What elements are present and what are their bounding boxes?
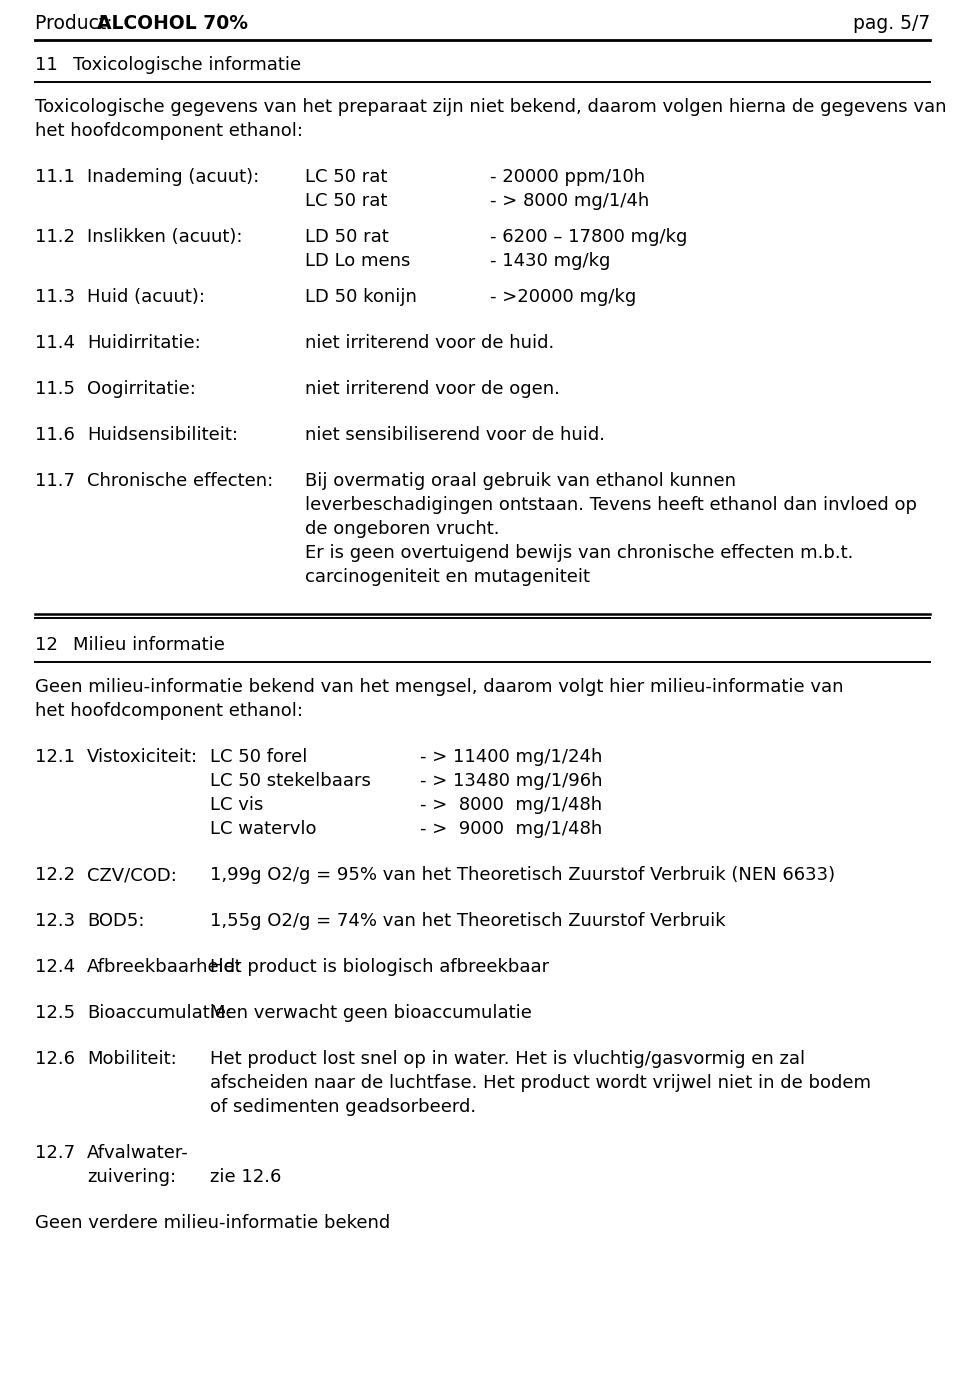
Text: LC 50 forel: LC 50 forel bbox=[210, 747, 307, 765]
Text: - > 8000 mg/1/4h: - > 8000 mg/1/4h bbox=[490, 192, 649, 210]
Text: Chronische effecten:: Chronische effecten: bbox=[87, 472, 274, 490]
Text: Milieu informatie: Milieu informatie bbox=[73, 637, 225, 655]
Text: 1,55g O2/g = 74% van het Theoretisch Zuurstof Verbruik: 1,55g O2/g = 74% van het Theoretisch Zuu… bbox=[210, 912, 726, 930]
Text: Product:: Product: bbox=[35, 14, 119, 33]
Text: 12.4: 12.4 bbox=[35, 958, 75, 976]
Text: 12.6: 12.6 bbox=[35, 1050, 75, 1068]
Text: 11.7: 11.7 bbox=[35, 472, 75, 490]
Text: het hoofdcomponent ethanol:: het hoofdcomponent ethanol: bbox=[35, 122, 303, 140]
Text: Geen verdere milieu-informatie bekend: Geen verdere milieu-informatie bekend bbox=[35, 1214, 391, 1232]
Text: LC vis: LC vis bbox=[210, 796, 263, 814]
Text: LC 50 rat: LC 50 rat bbox=[305, 167, 388, 185]
Text: Toxicologische gegevens van het preparaat zijn niet bekend, daarom volgen hierna: Toxicologische gegevens van het preparaa… bbox=[35, 98, 947, 116]
Text: 11.6: 11.6 bbox=[35, 426, 75, 444]
Text: zuivering:: zuivering: bbox=[87, 1168, 176, 1186]
Text: 12.1: 12.1 bbox=[35, 747, 75, 765]
Text: zie 12.6: zie 12.6 bbox=[210, 1168, 281, 1186]
Text: 11.1: 11.1 bbox=[35, 167, 75, 185]
Text: 12: 12 bbox=[35, 637, 58, 655]
Text: 12.7: 12.7 bbox=[35, 1145, 75, 1163]
Text: Afvalwater-: Afvalwater- bbox=[87, 1145, 189, 1163]
Text: Geen milieu-informatie bekend van het mengsel, daarom volgt hier milieu-informat: Geen milieu-informatie bekend van het me… bbox=[35, 678, 844, 696]
Text: Toxicologische informatie: Toxicologische informatie bbox=[73, 55, 301, 73]
Text: de ongeboren vrucht.: de ongeboren vrucht. bbox=[305, 520, 499, 538]
Text: BOD5:: BOD5: bbox=[87, 912, 145, 930]
Text: of sedimenten geadsorbeerd.: of sedimenten geadsorbeerd. bbox=[210, 1098, 476, 1116]
Text: 11.5: 11.5 bbox=[35, 381, 75, 399]
Text: - 6200 – 17800 mg/kg: - 6200 – 17800 mg/kg bbox=[490, 228, 687, 246]
Text: Het product lost snel op in water. Het is vluchtig/gasvormig en zal: Het product lost snel op in water. Het i… bbox=[210, 1050, 805, 1068]
Text: leverbeschadigingen ontstaan. Tevens heeft ethanol dan invloed op: leverbeschadigingen ontstaan. Tevens hee… bbox=[305, 495, 917, 513]
Text: Afbreekbaarheid:: Afbreekbaarheid: bbox=[87, 958, 242, 976]
Text: Bij overmatig oraal gebruik van ethanol kunnen: Bij overmatig oraal gebruik van ethanol … bbox=[305, 472, 736, 490]
Text: CZV/COD:: CZV/COD: bbox=[87, 866, 177, 884]
Text: LD 50 rat: LD 50 rat bbox=[305, 228, 389, 246]
Text: - > 11400 mg/1/24h: - > 11400 mg/1/24h bbox=[420, 747, 602, 765]
Text: - >20000 mg/kg: - >20000 mg/kg bbox=[490, 288, 636, 306]
Text: 11: 11 bbox=[35, 55, 58, 73]
Text: pag. 5/7: pag. 5/7 bbox=[852, 14, 930, 33]
Text: 11.4: 11.4 bbox=[35, 334, 75, 352]
Text: Inademing (acuut):: Inademing (acuut): bbox=[87, 167, 259, 185]
Text: - 1430 mg/kg: - 1430 mg/kg bbox=[490, 252, 611, 270]
Text: LC 50 rat: LC 50 rat bbox=[305, 192, 388, 210]
Text: Er is geen overtuigend bewijs van chronische effecten m.b.t.: Er is geen overtuigend bewijs van chroni… bbox=[305, 544, 853, 562]
Text: 1,99g O2/g = 95% van het Theoretisch Zuurstof Verbruik (NEN 6633): 1,99g O2/g = 95% van het Theoretisch Zuu… bbox=[210, 866, 835, 884]
Text: niet sensibiliserend voor de huid.: niet sensibiliserend voor de huid. bbox=[305, 426, 605, 444]
Text: Huidsensibiliteit:: Huidsensibiliteit: bbox=[87, 426, 238, 444]
Text: Het product is biologisch afbreekbaar: Het product is biologisch afbreekbaar bbox=[210, 958, 549, 976]
Text: - 20000 ppm/10h: - 20000 ppm/10h bbox=[490, 167, 645, 185]
Text: ALCOHOL 70%: ALCOHOL 70% bbox=[97, 14, 248, 33]
Text: 12.5: 12.5 bbox=[35, 1003, 75, 1021]
Text: 12.2: 12.2 bbox=[35, 866, 75, 884]
Text: LD 50 konijn: LD 50 konijn bbox=[305, 288, 417, 306]
Text: LD Lo mens: LD Lo mens bbox=[305, 252, 410, 270]
Text: - > 13480 mg/1/96h: - > 13480 mg/1/96h bbox=[420, 772, 603, 790]
Text: Vistoxiciteit:: Vistoxiciteit: bbox=[87, 747, 198, 765]
Text: Huidirritatie:: Huidirritatie: bbox=[87, 334, 201, 352]
Text: LC 50 stekelbaars: LC 50 stekelbaars bbox=[210, 772, 371, 790]
Text: Oogirritatie:: Oogirritatie: bbox=[87, 381, 196, 399]
Text: - >  9000  mg/1/48h: - > 9000 mg/1/48h bbox=[420, 819, 602, 837]
Text: carcinogeniteit en mutageniteit: carcinogeniteit en mutageniteit bbox=[305, 567, 590, 585]
Text: niet irriterend voor de huid.: niet irriterend voor de huid. bbox=[305, 334, 554, 352]
Text: 12.3: 12.3 bbox=[35, 912, 75, 930]
Text: Inslikken (acuut):: Inslikken (acuut): bbox=[87, 228, 243, 246]
Text: Huid (acuut):: Huid (acuut): bbox=[87, 288, 205, 306]
Text: Mobiliteit:: Mobiliteit: bbox=[87, 1050, 177, 1068]
Text: 11.2: 11.2 bbox=[35, 228, 75, 246]
Text: 11.3: 11.3 bbox=[35, 288, 75, 306]
Text: Men verwacht geen bioaccumulatie: Men verwacht geen bioaccumulatie bbox=[210, 1003, 532, 1021]
Text: afscheiden naar de luchtfase. Het product wordt vrijwel niet in de bodem: afscheiden naar de luchtfase. Het produc… bbox=[210, 1074, 871, 1092]
Text: - >  8000  mg/1/48h: - > 8000 mg/1/48h bbox=[420, 796, 602, 814]
Text: LC watervlo: LC watervlo bbox=[210, 819, 317, 837]
Text: niet irriterend voor de ogen.: niet irriterend voor de ogen. bbox=[305, 381, 560, 399]
Text: Bioaccumulatie:: Bioaccumulatie: bbox=[87, 1003, 232, 1021]
Text: het hoofdcomponent ethanol:: het hoofdcomponent ethanol: bbox=[35, 702, 303, 720]
